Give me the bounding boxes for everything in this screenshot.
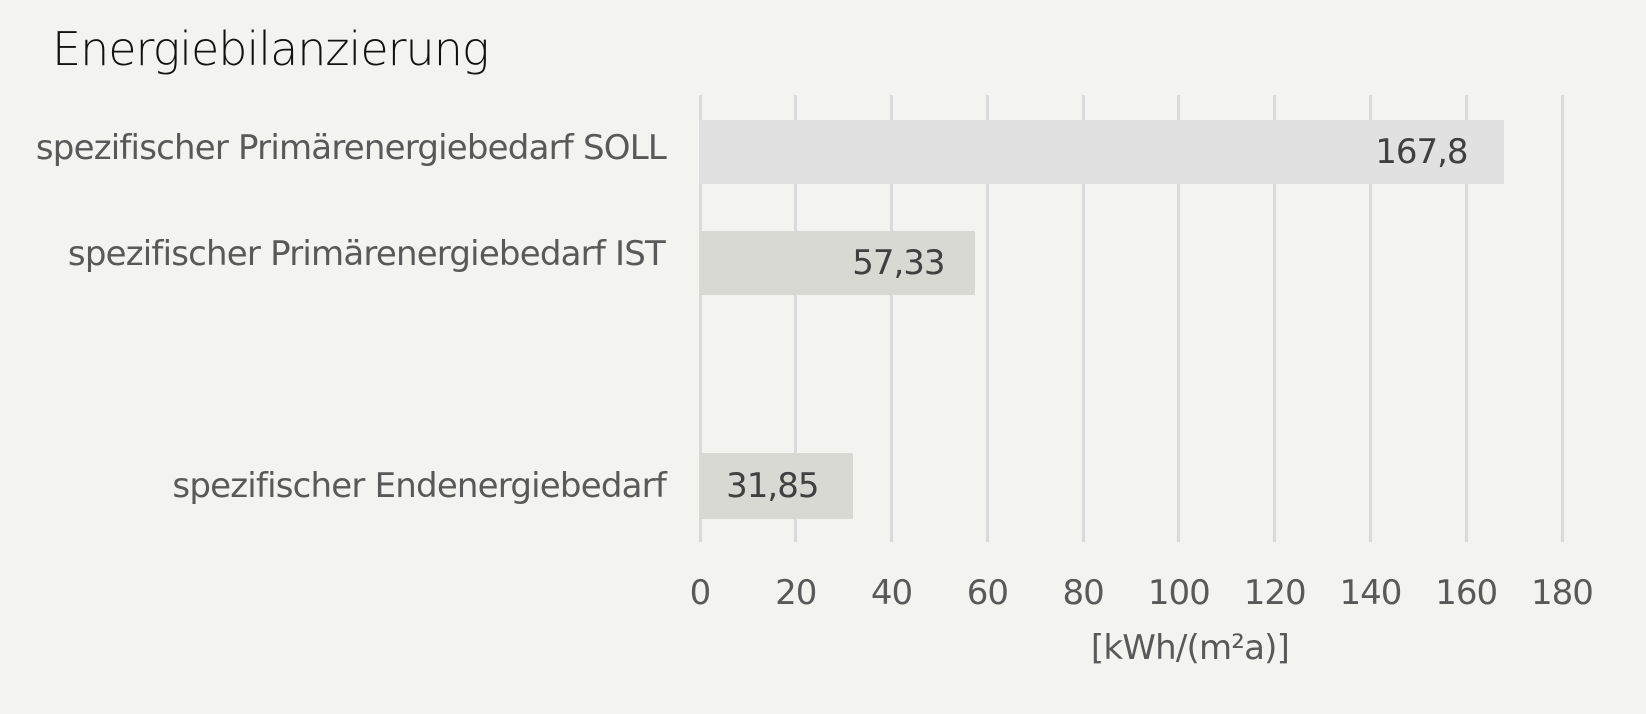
gridline [1560,95,1564,542]
category-label-soll: spezifischer Primärenergiebedarf SOLL [35,128,667,168]
x-tick-label: 0 [689,573,712,613]
gridline [1368,95,1372,542]
gridline [1081,95,1085,542]
bar-ist: 57,33 [700,231,975,295]
gridline [698,95,702,542]
gridline [1464,95,1468,542]
x-tick-label: 60 [966,573,1009,613]
bar-value-soll: 167,8 [1375,132,1468,172]
gridline [1177,95,1181,542]
x-axis-label: [kWh/(m²a)] [1090,628,1290,668]
bar-endenergie: 31,85 [700,453,853,519]
chart-title: Energiebilanzierung [52,22,489,76]
bar-soll: 167,8 [700,120,1504,184]
x-tick-label: 100 [1147,573,1211,613]
x-tick-label: 20 [775,573,817,613]
x-tick-label: 180 [1531,573,1594,613]
x-tick-label: 160 [1435,573,1498,613]
x-tick-label: 140 [1339,573,1402,613]
category-label-ist: spezifischer Primärenergiebedarf IST [67,234,666,274]
category-label-endenergie: spezifischer Endenergiebedarf [172,466,666,506]
gridline [985,95,989,542]
bar-value-endenergie: 31,85 [726,466,819,506]
bar-value-ist: 57,33 [852,243,945,283]
gridline [890,95,894,542]
gridline [794,95,798,542]
gridline [1273,95,1277,542]
x-tick-label: 120 [1243,573,1307,613]
x-tick-label: 40 [870,573,913,613]
x-tick-label: 80 [1062,573,1104,613]
